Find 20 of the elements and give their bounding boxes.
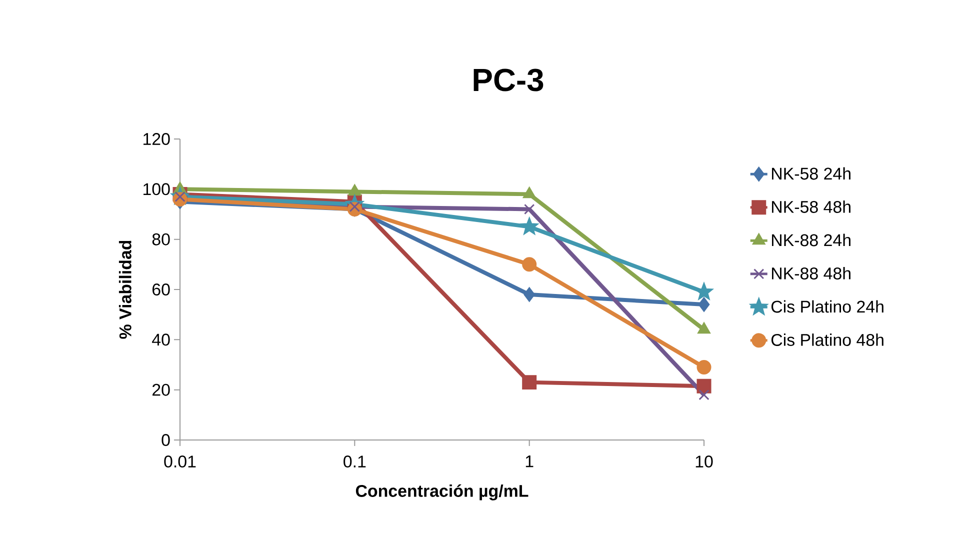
legend-label: NK-88 24h [772,234,850,246]
x-tick-label: 10 [696,456,713,468]
y-tick-label: 100 [144,183,170,196]
y-tick-label: 80 [152,233,170,246]
chart-title: PC-3 [474,68,544,92]
y-tick-label: 60 [152,284,170,296]
y-tick-label: 120 [144,133,170,146]
x-tick-label: 0.1 [344,456,366,468]
legend-label: NK-88 48h [772,267,850,280]
legend-label: Cis Platino 24h [771,300,884,313]
y-tick-label: 20 [152,384,170,396]
x-axis-title: Concentración µg/mL [356,484,528,500]
legend-label: NK-58 24h [772,167,850,180]
y-axis-title: % Viabilidad [118,240,132,339]
y-tick-label: 0 [162,434,170,446]
legend-label: NK-58 48h [772,200,850,213]
x-tick-label: 0.01 [164,456,196,468]
x-tick-label: 1 [526,456,534,468]
legend-label: Cis Platino 48h [771,334,884,346]
y-tick-label: 40 [152,334,170,346]
